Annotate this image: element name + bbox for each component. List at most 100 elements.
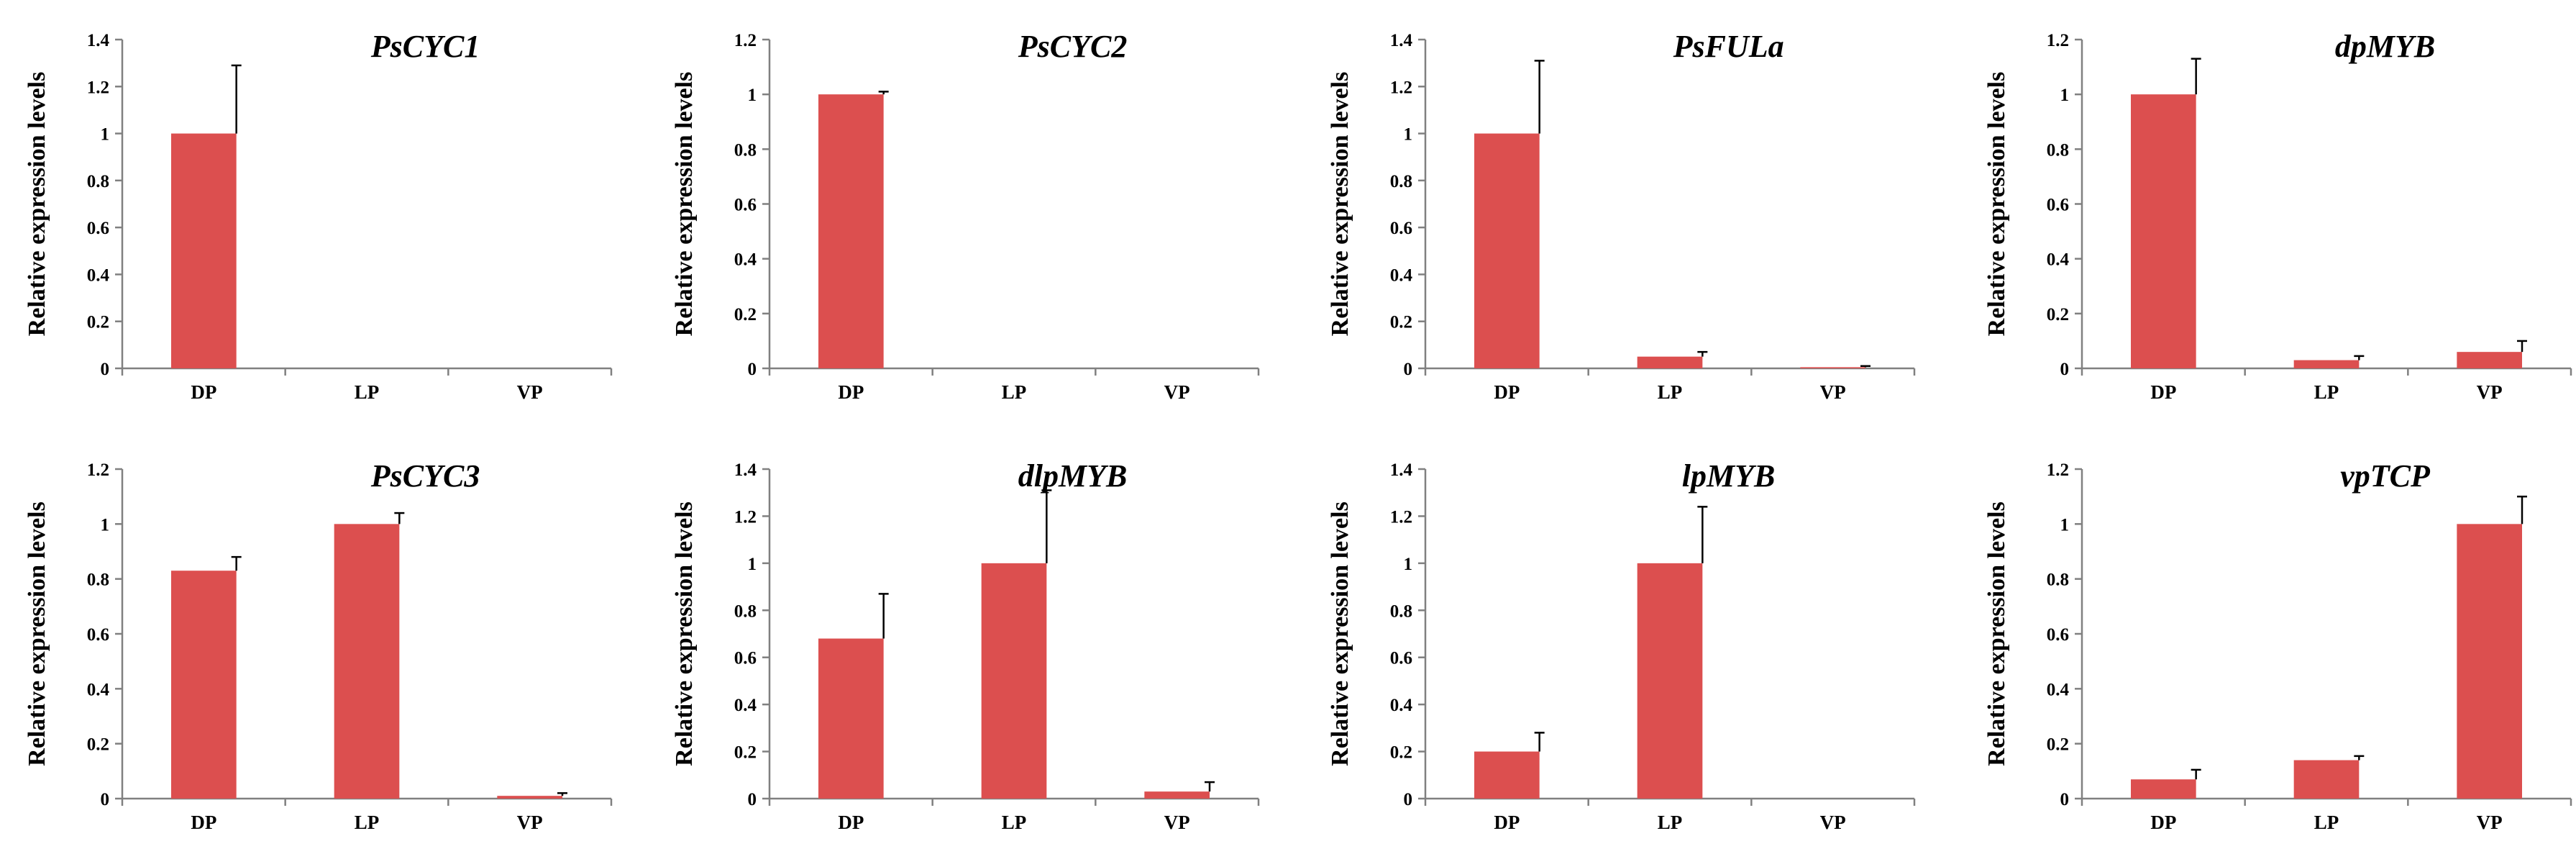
x-tick-label-lp: LP (355, 812, 380, 833)
x-tick-label-vp: VP (1820, 381, 1846, 403)
y-tick-label: 0.4 (734, 696, 757, 715)
bar-dp (1474, 751, 1540, 799)
bar-vp (1800, 367, 1865, 368)
chart-title: dlpMYB (1018, 458, 1128, 494)
bar-lp (1637, 356, 1703, 368)
y-tick-label: 0.8 (87, 571, 109, 590)
bar-dp (171, 133, 237, 369)
y-tick-label: 0.8 (87, 172, 109, 191)
y-tick-label: 0.8 (1390, 601, 1412, 621)
x-tick-label-lp: LP (2314, 812, 2339, 833)
y-tick-label: 0.2 (2047, 305, 2069, 324)
x-tick-label-dp: DP (1494, 381, 1520, 403)
y-axis-label: Relative expression levels (1983, 501, 2010, 766)
y-tick-label: 0.8 (734, 601, 757, 621)
y-tick-label: 0.4 (2047, 250, 2070, 270)
y-tick-label: 0.2 (734, 305, 757, 324)
bar-dp (2131, 94, 2196, 368)
y-tick-label: 0.6 (1390, 649, 1412, 668)
x-tick-label-lp: LP (1002, 812, 1027, 833)
y-tick-label: 0.6 (1390, 219, 1412, 238)
y-axis-label: Relative expression levels (1327, 72, 1353, 337)
y-tick-label: 0.2 (87, 313, 109, 332)
y-tick-label: 0 (1404, 790, 1413, 809)
x-tick-label-dp: DP (2150, 812, 2176, 833)
x-tick-label-dp: DP (838, 812, 864, 833)
y-tick-label: 0.6 (2047, 625, 2069, 645)
y-tick-label: 0.6 (87, 219, 109, 238)
y-tick-label: 1.4 (1390, 460, 1413, 480)
y-axis-label: Relative expression levels (1327, 501, 1353, 766)
y-tick-label: 0 (1404, 360, 1413, 379)
bar-dp (1474, 133, 1540, 369)
bar-lp (981, 563, 1047, 799)
bar-vp (2457, 524, 2522, 799)
y-tick-label: 0.6 (87, 625, 109, 645)
y-tick-label: 0.8 (2047, 140, 2069, 160)
y-tick-label: 0 (2060, 790, 2070, 809)
y-tick-label: 0 (101, 360, 110, 379)
y-axis-label: Relative expression levels (671, 501, 698, 766)
x-tick-label-vp: VP (2477, 381, 2503, 403)
chart-title: PsFULa (1673, 29, 1784, 64)
chart-panel-pscyc1: PsCYC1 Relative expression levels 0 0.2 0.4 0… (24, 29, 613, 403)
x-tick-label-dp: DP (191, 381, 216, 403)
y-tick-label: 1.2 (2047, 31, 2069, 50)
x-tick-label-vp: VP (517, 812, 543, 833)
x-tick-label-vp: VP (1164, 812, 1190, 833)
x-tick-label-lp: LP (2314, 381, 2339, 403)
y-tick-label: 0 (748, 790, 757, 809)
y-tick-label: 1 (1404, 125, 1413, 145)
y-tick-label: 0.6 (734, 196, 757, 215)
chart-title: PsCYC2 (1018, 29, 1128, 64)
y-tick-label: 0.4 (87, 680, 110, 699)
chart-title: vpTCP (2340, 458, 2431, 494)
x-tick-label-dp: DP (2150, 381, 2176, 403)
bar-lp (2293, 760, 2360, 799)
y-tick-label: 1 (2060, 86, 2070, 105)
y-tick-label: 0.2 (734, 743, 757, 763)
y-tick-label: 1.2 (734, 507, 757, 527)
y-tick-label: 1.2 (87, 78, 109, 97)
y-tick-label: 0.8 (2047, 571, 2069, 590)
y-tick-label: 1.2 (1390, 78, 1412, 97)
bar-dp (818, 638, 884, 799)
y-tick-label: 0.4 (1390, 696, 1413, 715)
chart-panel-vptcp: vpTCP Relative expression levels 0 0.2 0.4 0.… (1983, 458, 2572, 833)
y-tick-label: 1.4 (734, 460, 757, 480)
y-tick-label: 1 (101, 515, 110, 535)
chart-title: lpMYB (1682, 458, 1776, 494)
chart-panel-psfula: PsFULa Relative expression levels 0 0.2 0.4 0… (1327, 29, 1916, 403)
y-tick-label: 1 (101, 125, 110, 145)
chart-title: PsCYC1 (370, 29, 480, 64)
bar-lp (1637, 563, 1703, 799)
x-tick-label-vp: VP (1164, 381, 1190, 403)
bar-vp (497, 796, 562, 799)
y-tick-label: 0 (748, 360, 757, 379)
y-tick-label: 0.2 (1390, 743, 1412, 763)
x-tick-label-vp: VP (2477, 812, 2503, 833)
y-tick-label: 1 (748, 86, 757, 105)
y-tick-label: 0.6 (2047, 196, 2069, 215)
y-tick-label: 0.6 (734, 649, 757, 668)
y-tick-label: 1.4 (87, 31, 110, 50)
y-tick-label: 0.2 (1390, 313, 1412, 332)
y-tick-label: 1.2 (1390, 507, 1412, 527)
y-tick-label: 0.4 (2047, 680, 2070, 699)
x-tick-label-lp: LP (1002, 381, 1027, 403)
chart-panel-lpmyb: lpMYB Relative expression levels 0 0.2 0.4 0.… (1327, 458, 1916, 833)
bar-lp (2293, 360, 2360, 368)
y-tick-label: 1 (1404, 555, 1413, 574)
x-tick-label-lp: LP (1658, 381, 1683, 403)
y-tick-label: 1 (2060, 515, 2070, 535)
y-tick-label: 0.8 (734, 140, 757, 160)
bar-dp (818, 94, 884, 368)
chart-panel-pscyc2: PsCYC2 Relative expression levels 0 0.2 0.4 0… (671, 29, 1260, 403)
y-tick-label: 1.2 (2047, 460, 2069, 480)
y-tick-label: 0.2 (2047, 735, 2069, 755)
bar-vp (2457, 352, 2522, 368)
chart-title: dpMYB (2335, 29, 2435, 64)
y-tick-label: 1 (748, 555, 757, 574)
x-tick-label-dp: DP (191, 812, 216, 833)
